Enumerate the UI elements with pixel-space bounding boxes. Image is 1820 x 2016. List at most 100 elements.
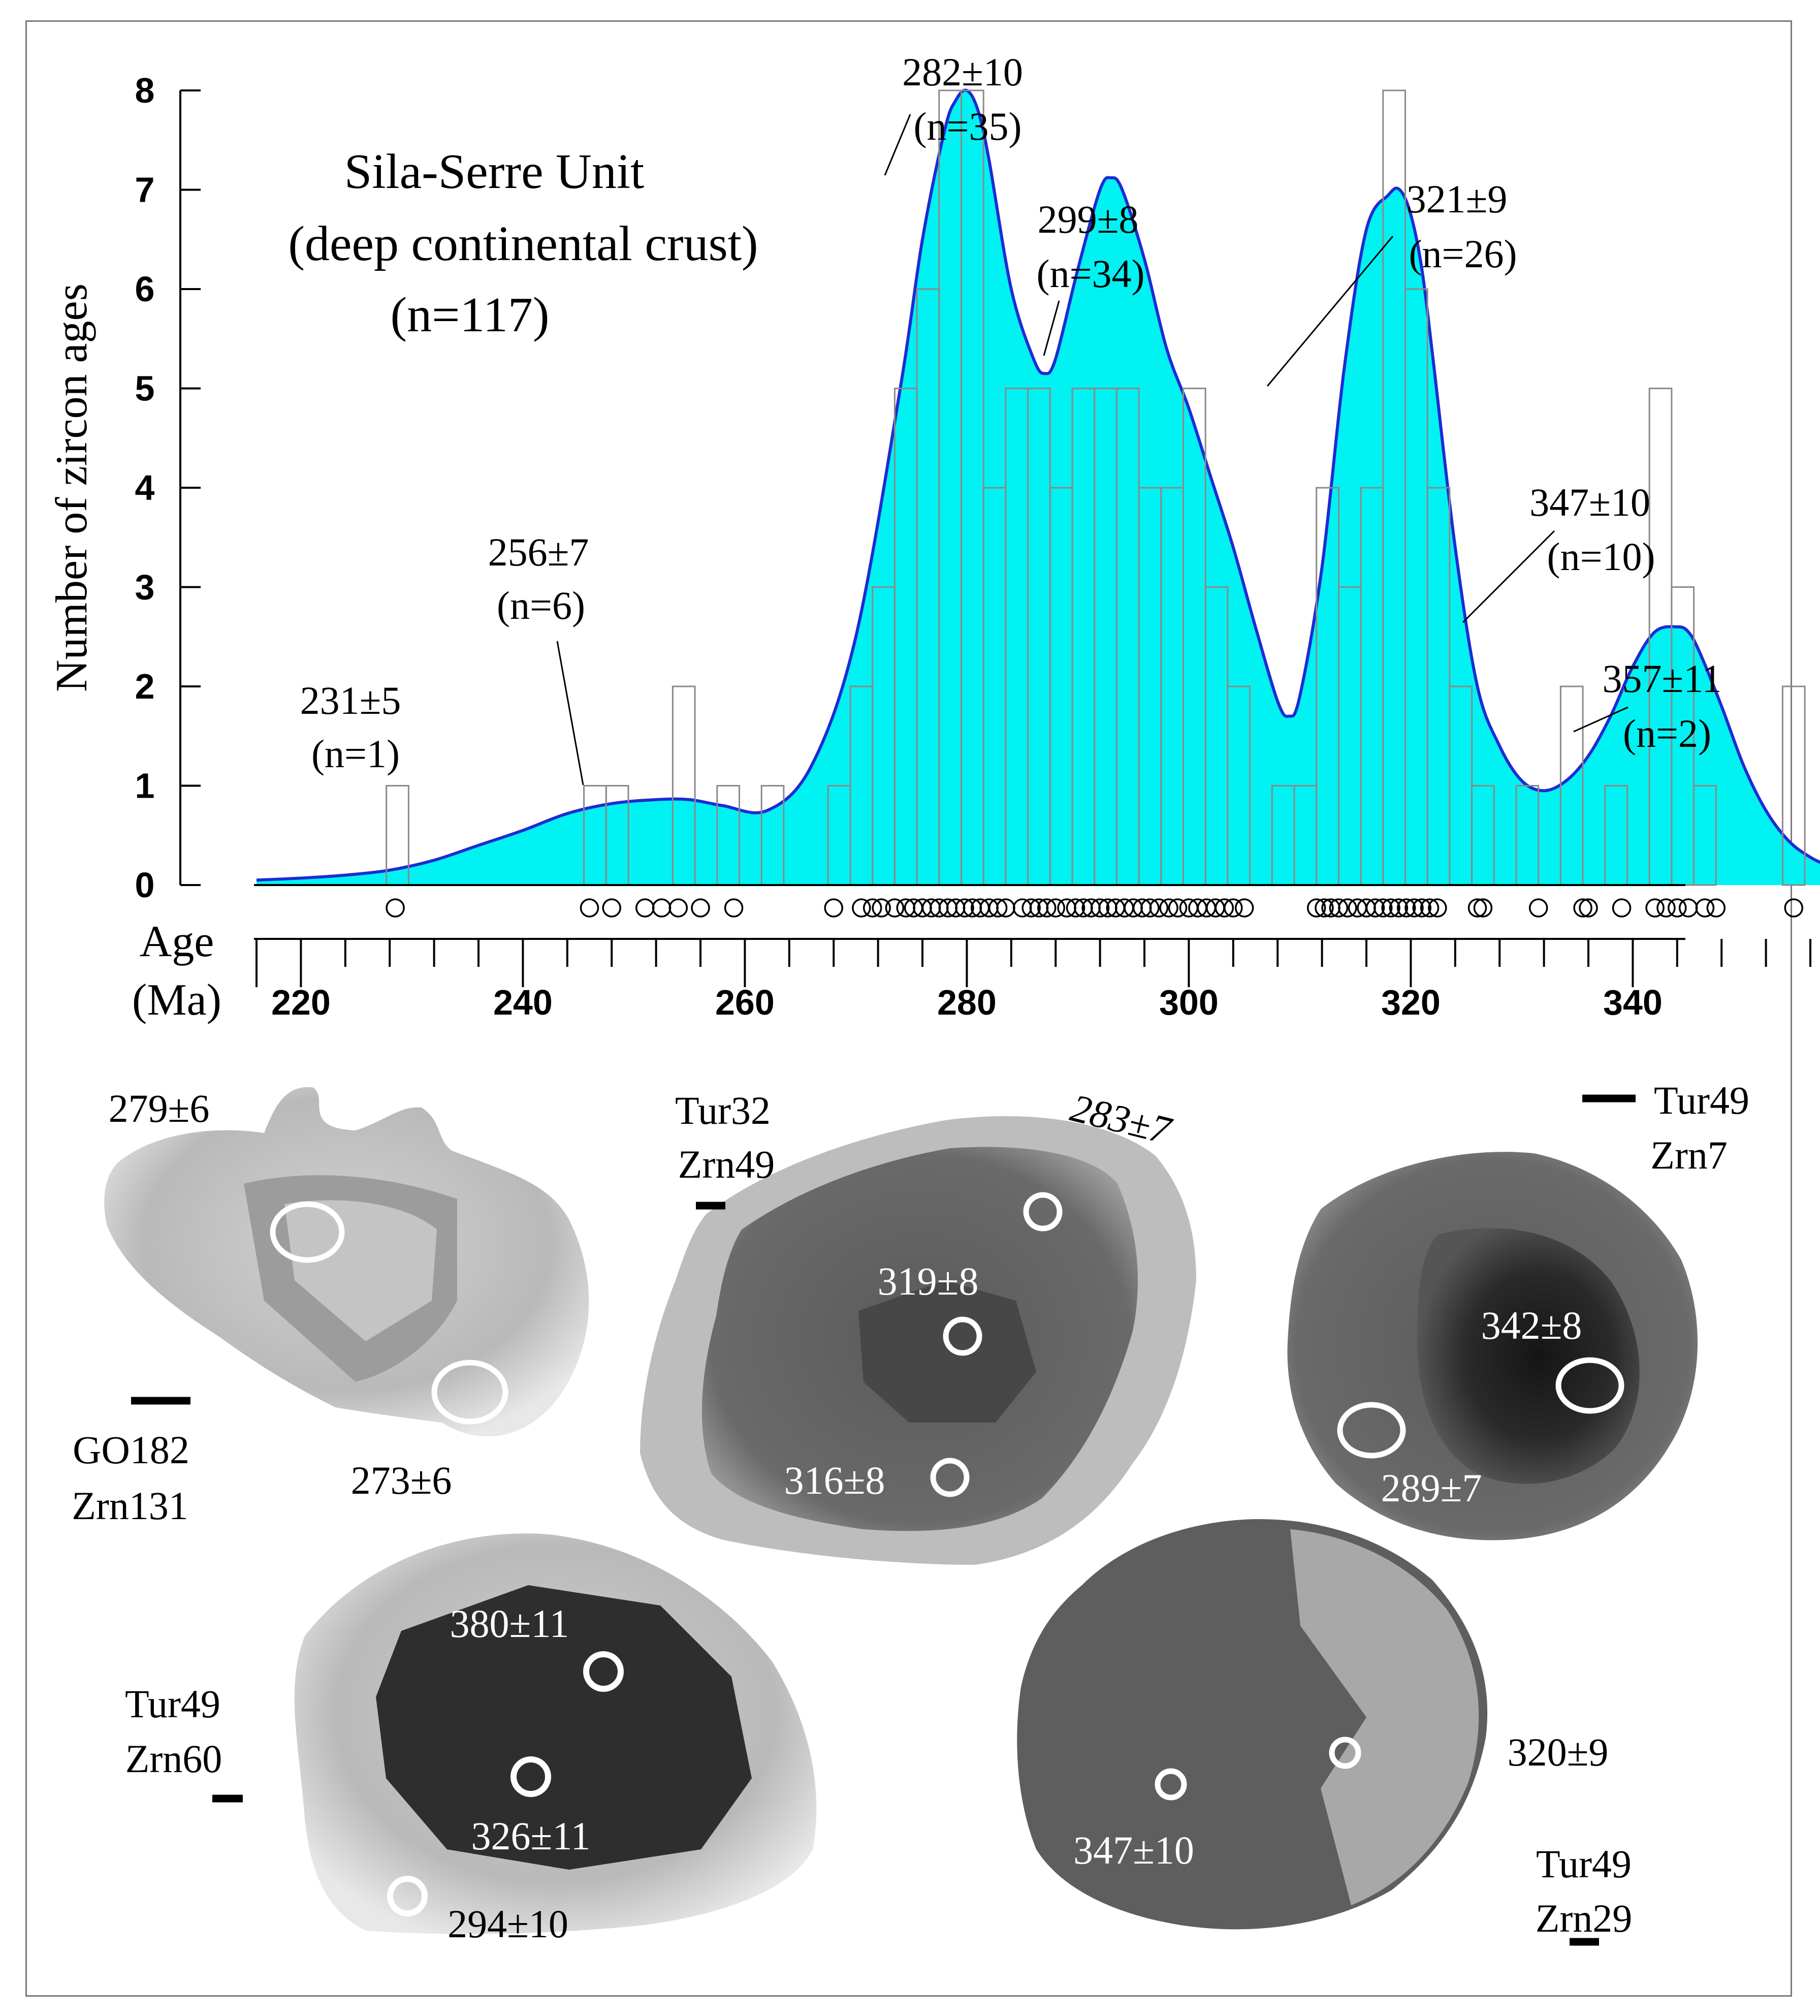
age-marker [668, 898, 688, 918]
age-marker [1428, 898, 1447, 918]
age-marker [635, 898, 655, 918]
y-tick-label: 6 [135, 269, 155, 309]
chart-title-line-3: (n=117) [391, 288, 550, 342]
x-tick-label: 320 [1381, 983, 1441, 1022]
age-marker [1021, 898, 1041, 918]
peak-label-256-n: (n=6) [497, 583, 585, 627]
age-marker [1037, 898, 1057, 918]
age-marker [1090, 898, 1110, 918]
x-tick-label: 220 [271, 983, 331, 1022]
individual-age-markers [386, 898, 1803, 918]
age-marker [1412, 898, 1431, 918]
leader-line-357 [1573, 706, 1629, 733]
age-marker [1420, 898, 1440, 918]
age-marker [1329, 898, 1349, 918]
leader-line-321 [1266, 236, 1394, 387]
peak-label-282-age: 282±10 [902, 50, 1023, 94]
peak-label-357-age: 357±11 [1603, 656, 1722, 701]
age-marker [652, 898, 672, 918]
age-marker [1159, 898, 1178, 918]
age-marker [885, 898, 905, 918]
age-marker [1573, 898, 1592, 918]
age-marker [1656, 898, 1676, 918]
x-tick-label: 340 [1603, 983, 1663, 1022]
age-marker [1579, 898, 1598, 918]
age-marker [1365, 898, 1385, 918]
peak-label-347-age: 347±10 [1529, 480, 1650, 524]
kde-fill [257, 90, 1820, 885]
y-tick-label: 0 [135, 865, 155, 905]
leader-line-347 [1462, 530, 1555, 623]
y-tick-label: 4 [135, 468, 155, 508]
peak-label-256-age: 256±7 [488, 530, 589, 574]
age-marker [1234, 898, 1254, 918]
y-tick-label: 1 [135, 766, 155, 806]
age-marker [1528, 898, 1548, 918]
peak-label-321-n: (n=26) [1409, 232, 1517, 276]
age-marker [1306, 898, 1326, 918]
age-marker [1338, 898, 1357, 918]
age-marker [1315, 898, 1334, 918]
age-marker [1467, 898, 1487, 918]
age-marker [1645, 898, 1665, 918]
y-tick-label: 5 [135, 369, 155, 408]
y-tick-label: 3 [135, 568, 155, 607]
age-marker [580, 898, 599, 918]
x-tick-label: 260 [715, 983, 775, 1022]
age-marker [863, 898, 882, 918]
leader-line-282 [884, 114, 911, 176]
x-axis-label-age: Age [140, 917, 214, 966]
peak-label-299-n: (n=34) [1037, 251, 1145, 296]
figure-frame [25, 20, 1792, 1997]
age-marker [1381, 898, 1400, 918]
y-ticks: 0 1 2 3 4 5 6 7 8 [135, 71, 201, 905]
age-marker [1215, 898, 1234, 918]
age-marker [1784, 898, 1803, 918]
histogram-bar [1781, 685, 1806, 886]
peak-label-231-n: (n=1) [311, 732, 400, 776]
y-tick-label: 8 [135, 71, 155, 110]
peak-label-321-age: 321±9 [1407, 177, 1508, 221]
kde-line [256, 88, 1820, 882]
age-marker [1374, 898, 1393, 918]
peak-label-231-age: 231±5 [300, 678, 401, 722]
age-marker [691, 898, 710, 918]
age-marker [1668, 898, 1687, 918]
age-marker [988, 898, 1008, 918]
age-marker [724, 898, 744, 918]
age-marker [1396, 898, 1416, 918]
age-marker [1678, 898, 1698, 918]
peak-annotations: 231±5 (n=1) 256±7 (n=6) 282±10 (n=35) 29… [300, 50, 1722, 785]
chart-title-line-2: (deep continental crust) [288, 216, 758, 271]
x-ticks: 220240260280300320340360 [256, 939, 1811, 1022]
peak-label-282-n: (n=35) [914, 104, 1022, 148]
y-axis-label: Number of zircon ages [47, 284, 97, 692]
age-marker [386, 898, 405, 918]
age-marker [1140, 898, 1160, 918]
age-distribution-chart: 0 1 2 3 4 5 6 7 8 Number of zircon ages Sila-Ser… [47, 50, 1820, 1025]
age-marker [1389, 898, 1409, 918]
age-marker [1149, 898, 1169, 918]
y-tick-label: 2 [135, 667, 155, 706]
age-marker [1224, 898, 1243, 918]
age-marker [955, 898, 974, 918]
x-axis-label-unit: (Ma) [132, 975, 221, 1025]
leader-line-256 [556, 641, 584, 785]
x-tick-label: 280 [937, 983, 997, 1022]
age-marker [1612, 898, 1632, 918]
chart-title-line-1: Sila-Serre Unit [344, 144, 645, 199]
age-marker [1404, 898, 1424, 918]
y-tick-label: 7 [135, 170, 155, 210]
x-tick-label: 300 [1159, 983, 1219, 1022]
age-marker [1473, 898, 1493, 918]
age-marker [852, 898, 871, 918]
age-marker [1706, 898, 1726, 918]
kde-curve [256, 88, 1820, 885]
age-marker [1695, 898, 1715, 918]
leader-line-299 [1043, 300, 1060, 356]
histogram-bar [1693, 785, 1717, 886]
age-marker [872, 898, 891, 918]
age-marker [1066, 898, 1085, 918]
age-marker [824, 898, 843, 918]
peak-label-347-n: (n=10) [1547, 534, 1655, 579]
